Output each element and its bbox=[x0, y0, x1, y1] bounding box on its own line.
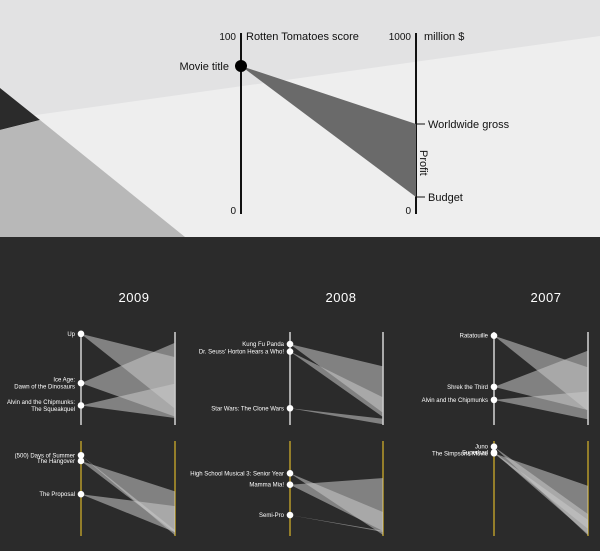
movie-wedge-2008-bottom-1 bbox=[290, 478, 383, 532]
legend-dot-label: Movie title bbox=[179, 61, 229, 73]
movie-title-line: Ice Age: bbox=[53, 378, 75, 384]
legend-budget-label: Budget bbox=[428, 192, 463, 204]
movie-dot-2009-top-2 bbox=[77, 402, 85, 409]
movie-title-line: Alvin and the Chipmunks bbox=[422, 398, 488, 404]
movie-dot-2007-top-1 bbox=[490, 383, 498, 391]
movie-title-line: High School Musical 3: Senior Year bbox=[190, 471, 284, 477]
movie-dot-2007-bottom-0 bbox=[490, 443, 498, 451]
movie-title-2008-top-0: Kung Fu Panda bbox=[242, 342, 284, 348]
movie-dot-2008-top-2 bbox=[286, 404, 294, 412]
movie-title-2009-top-2: Alvin and the Chipmunks: The Squeakquel bbox=[7, 400, 75, 413]
year-label-2008: 2008 bbox=[326, 290, 357, 305]
movie-title-2008-bottom-0: High School Musical 3: Senior Year bbox=[190, 471, 284, 477]
movie-title-2008-bottom-1: Mamma Mia! bbox=[249, 483, 284, 489]
movie-title-2007-bottom-0: Juno bbox=[475, 445, 489, 451]
movie-title-line: The Simpsons Movie bbox=[432, 451, 489, 457]
movie-title-2009-bottom-2: The Proposal bbox=[39, 492, 75, 498]
movie-title-line: Kung Fu Panda bbox=[242, 342, 284, 348]
movie-dot-2008-top-1 bbox=[286, 348, 294, 355]
legend-profit-label: Profit bbox=[417, 150, 429, 176]
movie-wedge-2007-bottom-2 bbox=[494, 453, 588, 529]
movie-dot-2008-bottom-1 bbox=[286, 481, 294, 489]
movie-wedge-2008-bottom-2 bbox=[290, 515, 383, 532]
year-panels: 2009 Up Ice Age: Dawn of the Dinosaurs Alvin… bbox=[7, 290, 589, 536]
movie-dot-2009-top-0 bbox=[77, 330, 85, 338]
movie-wedge-2007-bottom-1 bbox=[494, 452, 588, 535]
legend-rt-bottom-label: 0 bbox=[230, 206, 236, 217]
movie-title-line: Alvin and the Chipmunks: bbox=[7, 400, 75, 406]
legend-profit-wedge bbox=[241, 66, 416, 197]
movie-title-2009-bottom-1: The Hangover bbox=[37, 459, 75, 465]
movie-title-2008-bottom-2: Semi-Pro bbox=[259, 513, 285, 519]
legend-title-dot bbox=[235, 60, 247, 72]
legend-money-top-label: 1000 bbox=[389, 32, 412, 43]
movie-wedge-2009-bottom-2 bbox=[81, 494, 175, 533]
movie-title-2009-top-1: Ice Age: Dawn of the Dinosaurs bbox=[14, 378, 75, 391]
movie-title-line: Dawn of the Dinosaurs bbox=[14, 385, 75, 391]
year-label-2009: 2009 bbox=[119, 290, 150, 305]
movie-title-2007-bottom-2: The Simpsons Movie bbox=[432, 451, 489, 457]
movie-title-line: Semi-Pro bbox=[259, 513, 285, 519]
movie-dot-2007-bottom-2 bbox=[490, 450, 498, 457]
movie-title-line: Shrek the Third bbox=[447, 385, 488, 391]
legend-decor-gray-wedge bbox=[0, 120, 185, 237]
movie-dot-2009-top-1 bbox=[77, 379, 85, 387]
movie-wedge-2009-top-2 bbox=[81, 383, 175, 419]
movie-title-line: Up bbox=[67, 332, 75, 338]
movie-title-2007-top-1: Shrek the Third bbox=[447, 385, 488, 391]
movie-title-line: The Proposal bbox=[39, 492, 75, 498]
movie-dot-2008-bottom-0 bbox=[286, 470, 294, 477]
legend-money-bottom-label: 0 bbox=[405, 206, 411, 217]
movie-dot-2007-top-2 bbox=[490, 396, 498, 404]
legend-gross-label: Worldwide gross bbox=[428, 119, 510, 131]
movie-wedge-2009-bottom-1 bbox=[81, 460, 175, 533]
movie-dot-2007-top-0 bbox=[490, 332, 498, 340]
movie-wedge-2007-top-2 bbox=[494, 391, 588, 420]
panel-background bbox=[0, 237, 600, 551]
legend-rt-title: Rotten Tomatoes score bbox=[246, 31, 359, 43]
year-label-2007: 2007 bbox=[531, 290, 562, 305]
movie-dot-2009-bottom-1 bbox=[77, 457, 85, 465]
legend-decor-light-band bbox=[0, 0, 600, 120]
movie-title-2008-top-1: Dr. Seuss' Horton Hears a Who! bbox=[199, 350, 285, 356]
movie-dot-2009-bottom-0 bbox=[77, 451, 85, 459]
movie-title-2007-bottom-1: Superbad bbox=[462, 450, 488, 456]
movie-title-line: The Squeakquel bbox=[31, 407, 75, 413]
movie-title-line: Juno bbox=[475, 445, 489, 451]
movie-wedge-2008-top-2 bbox=[290, 408, 383, 425]
movie-wedge-2008-top-1 bbox=[290, 351, 383, 418]
movie-dot-2008-top-0 bbox=[286, 340, 294, 348]
movie-title-line: Star Wars: The Clone Wars bbox=[211, 406, 284, 412]
movie-title-2009-top-0: Up bbox=[67, 332, 75, 338]
movie-title-line: Superbad bbox=[462, 450, 488, 456]
movie-title-2009-bottom-0: (500) Days of Summer bbox=[15, 453, 75, 459]
movie-title-2007-top-0: Ratatouille bbox=[460, 334, 489, 340]
movie-title-2007-top-2: Alvin and the Chipmunks bbox=[422, 398, 488, 404]
movie-dot-2009-bottom-2 bbox=[77, 490, 85, 498]
movie-title-line: Dr. Seuss' Horton Hears a Who! bbox=[199, 350, 285, 356]
movie-title-line: Mamma Mia! bbox=[249, 483, 284, 489]
movie-title-2008-top-2: Star Wars: The Clone Wars bbox=[211, 406, 284, 412]
movie-title-line: Ratatouille bbox=[460, 334, 489, 340]
movie-title-line: The Hangover bbox=[37, 459, 75, 465]
legend-rt-top-label: 100 bbox=[219, 32, 236, 43]
movie-wedge-2007-top-0 bbox=[494, 335, 588, 412]
movie-title-line: (500) Days of Summer bbox=[15, 453, 75, 459]
legend-decor-dark-wedge bbox=[0, 88, 40, 130]
movie-dot-2008-bottom-2 bbox=[286, 511, 294, 519]
legend-money-title: million $ bbox=[424, 31, 464, 43]
